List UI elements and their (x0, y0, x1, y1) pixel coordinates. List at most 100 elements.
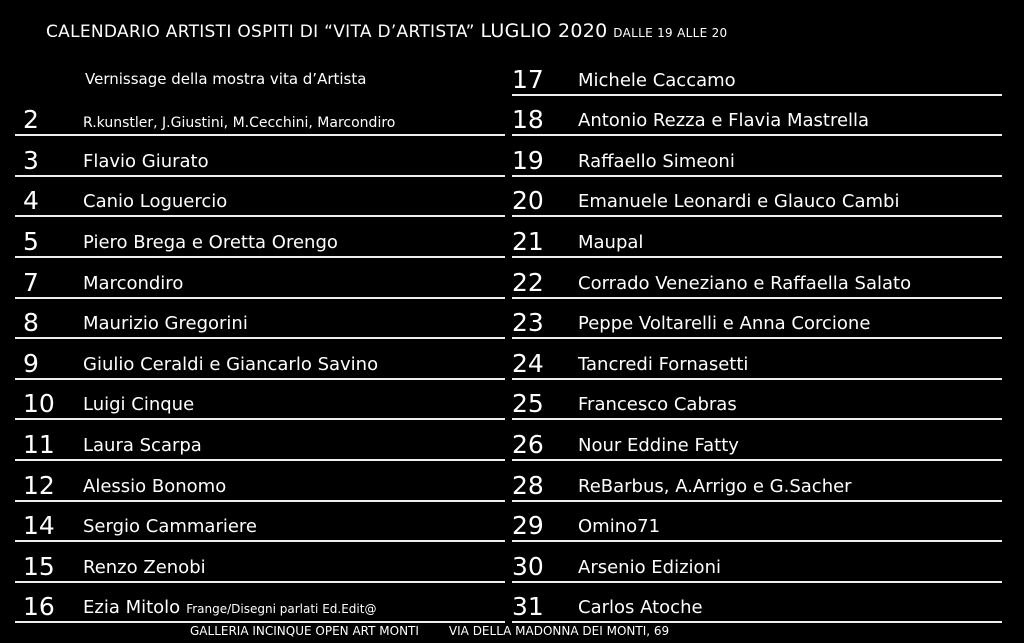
schedule-row: 17 Michele Caccamo (512, 55, 1002, 96)
artist-name: Michele Caccamo (578, 70, 736, 91)
artist-name: Alessio Bonomo (83, 476, 226, 497)
schedule-row: 30 Arsenio Edizioni (512, 542, 1002, 583)
schedule-row: 8 Maurizio Gregorini (15, 299, 505, 340)
artist-name-text: Flavio Giurato (83, 150, 209, 172)
artist-name: Emanuele Leonardi e Glauco Cambi (578, 191, 899, 212)
day-number: 2 (23, 105, 39, 135)
artist-name: Marcondiro (83, 273, 183, 294)
artist-note: Frange/Disegni parlati Ed.Edit@ (186, 602, 377, 617)
footer-address: VIA DELLA MADONNA DEI MONTI, 69 (448, 624, 670, 638)
day-number: 15 (23, 551, 55, 581)
day-number: 24 (512, 348, 544, 378)
schedule-row: 24 Tancredi Fornasetti (512, 339, 1002, 380)
artist-name-text: Maurizio Gregorini (83, 313, 248, 335)
schedule-row: 11 Laura Scarpa (15, 420, 505, 461)
artist-name: Maupal (578, 232, 643, 253)
artist-name: Omino71 (578, 516, 660, 537)
schedule-row: 20 Emanuele Leonardi e Glauco Cambi (512, 177, 1002, 218)
artist-name-text: Omino71 (578, 516, 661, 538)
footer-venue: GALLERIA INCINQUE OPEN ART MONTI (190, 624, 419, 638)
left-schedule-column: Vernissage della mostra vita d’Artista 2… (15, 55, 505, 624)
title-month: LUGLIO 2020 (480, 20, 608, 42)
day-number: 11 (23, 429, 55, 459)
page-title: CALENDARIO ARTISTI OSPITI DI “VITA D’ART… (46, 20, 727, 42)
schedule-row: 21 Maupal (512, 217, 1002, 258)
schedule-row: 23 Peppe Voltarelli e Anna Corcione (512, 299, 1002, 340)
day-number: 4 (23, 186, 39, 216)
artist-name-text: Piero Brega e Oretta Orengo (83, 231, 338, 253)
day-number: 5 (23, 226, 39, 256)
artist-name: Canio Loguercio (83, 191, 227, 212)
schedule-row: 7 Marcondiro (15, 258, 505, 299)
artist-name: Francesco Cabras (578, 394, 737, 415)
artist-name-text: R.kunstler, J.Giustini, M.Cecchini, Marc… (83, 115, 396, 132)
artist-name-text: Antonio Rezza e Flavia Mastrella (578, 110, 870, 132)
day-number: 19 (512, 145, 544, 175)
schedule-row: 28 ReBarbus, A.Arrigo e G.Sacher (512, 461, 1002, 502)
right-schedule-column: 17 Michele Caccamo 18 Antonio Rezza e Flavi… (512, 55, 1002, 624)
artist-name-text: Francesco Cabras (578, 394, 737, 416)
day-number: 17 (512, 64, 544, 94)
schedule-row: 10 Luigi Cinque (15, 380, 505, 421)
artist-name-text: Peppe Voltarelli e Anna Corcione (578, 313, 871, 335)
day-number: 31 (512, 592, 544, 622)
day-number: 14 (23, 511, 55, 541)
footer: GALLERIA INCINQUE OPEN ART MONTI VIA DELL… (190, 624, 669, 638)
day-number: 18 (512, 105, 544, 135)
artist-name-text: Michele Caccamo (578, 69, 736, 91)
artist-name-text: Arsenio Edizioni (578, 556, 721, 578)
artist-name-text: Corrado Veneziano e Raffaella Salato (578, 272, 912, 294)
artist-name-text: Alessio Bonomo (83, 475, 227, 497)
artist-name-text: Ezia Mitolo (83, 597, 181, 619)
day-number: 7 (23, 267, 39, 297)
day-number: 10 (23, 389, 55, 419)
day-number: 8 (23, 308, 39, 338)
artist-name-text: Tancredi Fornasetti (578, 353, 749, 375)
schedule-row: 16 Ezia Mitolo Frange/Disegni parlati Ed.E… (15, 583, 505, 624)
day-number: 30 (512, 551, 544, 581)
day-number: 16 (23, 592, 55, 622)
schedule-row: 12 Alessio Bonomo (15, 461, 505, 502)
artist-name: Nour Eddine Fatty (578, 435, 739, 456)
artist-name: R.kunstler, J.Giustini, M.Cecchini, Marc… (83, 115, 395, 131)
intro-text: Vernissage della mostra vita d’Artista (85, 69, 367, 88)
artist-name-text: Marcondiro (83, 272, 184, 294)
day-number: 12 (23, 470, 55, 500)
artist-name-text: Laura Scarpa (83, 434, 202, 456)
day-number: 25 (512, 389, 544, 419)
artist-name-text: Giulio Ceraldi e Giancarlo Savino (83, 353, 379, 375)
artist-name: Carlos Atoche (578, 597, 703, 618)
artist-name: Peppe Voltarelli e Anna Corcione (578, 313, 870, 334)
schedule-row: 19 Raffaello Simeoni (512, 136, 1002, 177)
day-number: 26 (512, 429, 544, 459)
day-number: 22 (512, 267, 544, 297)
day-number: 29 (512, 511, 544, 541)
schedule-row: 18 Antonio Rezza e Flavia Mastrella (512, 96, 1002, 137)
schedule-row: 2 R.kunstler, J.Giustini, M.Cecchini, Mar… (15, 96, 505, 137)
day-number: 9 (23, 348, 39, 378)
artist-name: Tancredi Fornasetti (578, 354, 748, 375)
artist-name-text: Canio Loguercio (83, 191, 228, 213)
schedule-row: 4 Canio Loguercio (15, 177, 505, 218)
schedule-row: 15 Renzo Zenobi (15, 542, 505, 583)
artist-name-text: Luigi Cinque (83, 394, 195, 416)
artist-name: Piero Brega e Oretta Orengo (83, 232, 338, 253)
artist-name: Luigi Cinque (83, 394, 194, 415)
artist-name: Flavio Giurato (83, 151, 209, 172)
day-number: 21 (512, 226, 544, 256)
artist-name-text: Sergio Cammariere (83, 516, 257, 538)
intro-row: Vernissage della mostra vita d’Artista (15, 55, 505, 96)
day-number: 23 (512, 308, 544, 338)
artist-name: ReBarbus, A.Arrigo e G.Sacher (578, 476, 852, 497)
schedule-row: 29 Omino71 (512, 502, 1002, 543)
schedule-row: 5 Piero Brega e Oretta Orengo (15, 217, 505, 258)
artist-name: Maurizio Gregorini (83, 313, 248, 334)
artist-name: Ezia Mitolo Frange/Disegni parlati Ed.Edi… (83, 597, 376, 618)
schedule-row: 22 Corrado Veneziano e Raffaella Salato (512, 258, 1002, 299)
artist-name-text: Nour Eddine Fatty (578, 434, 739, 456)
artist-name-text: Emanuele Leonardi e Glauco Cambi (578, 191, 900, 213)
artist-name: Sergio Cammariere (83, 516, 257, 537)
schedule-row: 26 Nour Eddine Fatty (512, 420, 1002, 461)
artist-name: Corrado Veneziano e Raffaella Salato (578, 273, 911, 294)
artist-name-text: Raffaello Simeoni (578, 150, 735, 172)
